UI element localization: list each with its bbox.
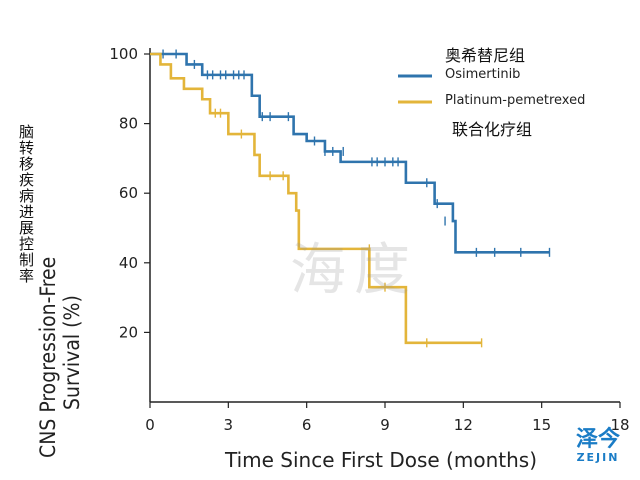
x-tick-label: 18 (610, 416, 629, 434)
y-axis-label-chinese: 脑转移疾病进展控制率 (17, 124, 35, 284)
y-axis-label-line1: CNS Progression-Free (36, 256, 60, 458)
y-axis-label-line2: Survival (%) (60, 295, 84, 410)
watermark-logo-subtext: ZEJIN (576, 451, 620, 464)
y-tick-label: 60 (119, 184, 138, 202)
y-tick-label: 40 (119, 254, 138, 272)
y-axis-label: CNS Progression-Free Survival (%) (36, 120, 106, 458)
legend-label-platinum-pemetrexed: Platinum-pemetrexed (445, 93, 586, 108)
x-tick-label: 0 (145, 416, 155, 434)
x-tick-label: 12 (454, 416, 473, 434)
axes: 0 3 6 9 12 15 18 20 40 60 80 100 (109, 45, 629, 434)
x-tick-label: 15 (532, 416, 551, 434)
legend-label-osimertinib: Osimertinib (445, 67, 521, 82)
x-tick-label: 9 (380, 416, 390, 434)
legend (398, 74, 432, 104)
watermark-ghost: 海度 (290, 238, 418, 303)
legend-label-osimertinib-chinese: 奥希替尼组 (445, 46, 526, 65)
x-tick-label: 3 (224, 416, 234, 434)
series-line-platinum-pemetrexed (150, 52, 482, 345)
x-axis-label: Time Since First Dose (months) (225, 448, 537, 472)
legend-label-chemo-chinese: 联合化疗组 (452, 120, 533, 139)
y-tick-label: 80 (119, 115, 138, 133)
watermark-logo-text: 泽今 (576, 427, 621, 452)
series-line-osimertinib (150, 52, 550, 254)
x-tick-label: 6 (302, 416, 312, 434)
y-tick-label: 100 (109, 45, 138, 63)
series-layer (150, 49, 551, 348)
watermark-logo: 泽今 ZEJIN (576, 428, 620, 464)
y-tick-label: 20 (119, 323, 138, 341)
